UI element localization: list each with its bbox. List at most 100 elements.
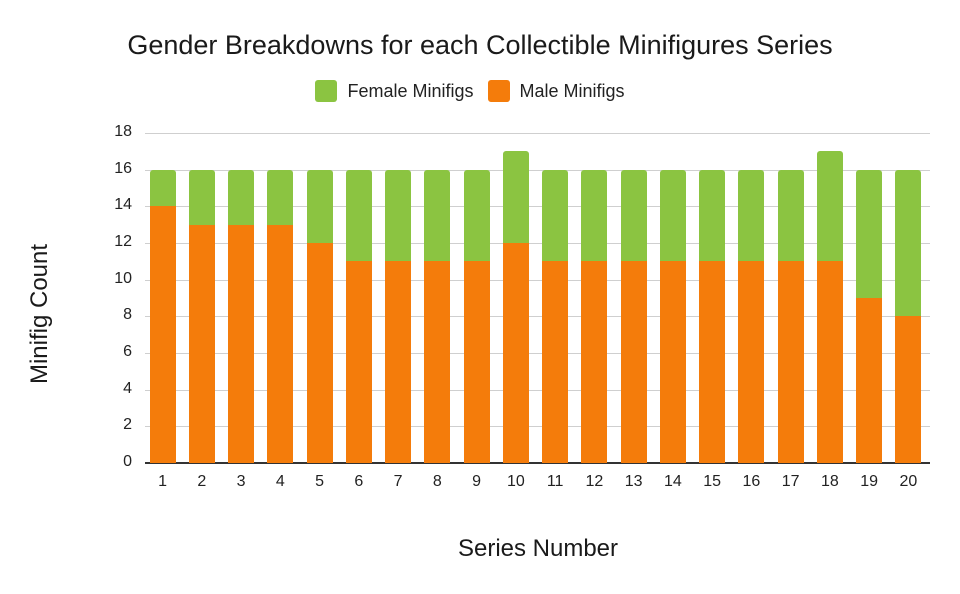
x-tick-label: 4: [275, 473, 285, 490]
bar-segment-male: [306, 243, 333, 463]
y-tick-label: 6: [123, 343, 132, 360]
legend: Female Minifigs Male Minifigs: [0, 80, 960, 102]
bar-series-10: [502, 151, 529, 463]
bar-series-17: [777, 169, 804, 463]
bar-segment-female: [267, 169, 294, 225]
bar-segment-male: [149, 206, 176, 463]
x-axis-label: Series Number: [457, 535, 619, 562]
gridline: [145, 243, 930, 244]
x-tick-label: 18: [820, 473, 839, 490]
bar-segment-male: [856, 298, 883, 463]
gridline: [145, 279, 930, 281]
bar-segment-female: [306, 169, 333, 243]
y-tick-label: 18: [114, 123, 132, 140]
bar-segment-female: [816, 151, 843, 262]
bar-segment-female: [149, 169, 176, 207]
bar-segment-male: [502, 243, 529, 463]
bar-series-15: [699, 169, 726, 463]
bar-series-14: [659, 169, 686, 463]
x-tick-label: 12: [585, 473, 604, 490]
bar-segment-male: [188, 224, 215, 463]
x-tick-label: 3: [236, 473, 246, 490]
bar-segment-female: [659, 169, 686, 262]
bar-segment-female: [228, 169, 255, 225]
bar-series-7: [385, 169, 412, 463]
bar-segment-female: [581, 169, 608, 262]
bar-segment-male: [463, 261, 490, 463]
x-tick-label: 17: [781, 473, 800, 490]
bar-segment-female: [502, 151, 529, 243]
x-tick-label: 11: [546, 473, 564, 490]
bar-segment-male: [345, 261, 372, 463]
bar-segment-male: [267, 224, 294, 463]
bar-segment-female: [385, 169, 412, 262]
bar-series-16: [738, 169, 765, 463]
y-tick-label: 4: [123, 379, 132, 397]
bar-series-13: [620, 169, 647, 463]
x-tick-label: 5: [315, 473, 325, 490]
bar-segment-male: [581, 261, 608, 463]
bar-segment-male: [424, 261, 451, 463]
y-tick-label: 16: [114, 159, 132, 177]
bar-segment-female: [463, 169, 490, 262]
x-tick-label: 2: [197, 473, 207, 490]
bar-segment-male: [620, 261, 647, 463]
bar-series-19: [856, 169, 883, 463]
x-tick-label: 16: [742, 473, 761, 490]
gridline: [145, 426, 930, 428]
female-swatch: [315, 80, 338, 102]
bar-segment-female: [856, 169, 883, 298]
bar-series-18: [816, 151, 843, 463]
bar-series-12: [581, 169, 608, 463]
x-tick-label: 15: [703, 473, 722, 490]
bar-segment-female: [188, 169, 215, 225]
legend-item-male: Male Minifigs: [487, 80, 625, 102]
bar-segment-male: [542, 261, 569, 463]
x-axis-line: [145, 462, 930, 464]
gridline: [145, 206, 930, 208]
bar-segment-female: [620, 169, 647, 262]
chart-title: Gender Breakdowns for each Collectible M…: [127, 30, 833, 60]
bar-segment-female: [699, 169, 726, 262]
x-tick-label: 7: [393, 473, 403, 490]
bar-series-3: [228, 169, 255, 463]
bar-segment-male: [385, 261, 412, 463]
bar-segment-female: [738, 169, 765, 262]
plot-area: 0 2 4 6 8 10 12 14 16 18 1 2 3 4 5 6 7 8 9 10 11 12 13 14 15 16 17…: [114, 123, 930, 490]
bar-series-1: [149, 169, 176, 463]
bar-series-2: [188, 169, 215, 463]
bar-segment-male: [699, 261, 726, 463]
bar-series-8: [424, 169, 451, 463]
bar-segment-female: [345, 169, 372, 262]
legend-item-female: Female Minifigs: [315, 80, 474, 102]
legend-label-male: Male Minifigs: [519, 80, 625, 101]
bar-series-5: [306, 169, 333, 463]
y-tick-label: 10: [114, 269, 132, 287]
x-tick-label: 1: [158, 473, 168, 490]
gridline: [145, 169, 930, 171]
legend-label-female: Female Minifigs: [347, 80, 474, 101]
gridline: [145, 133, 930, 134]
x-tick-label: 13: [624, 473, 643, 490]
bar-segment-male: [777, 261, 804, 463]
bar-segment-male: [816, 261, 843, 463]
y-tick-label: 8: [123, 306, 132, 324]
y-tick-label: 14: [114, 196, 132, 214]
y-tick-label: 12: [114, 233, 132, 250]
x-tick-label: 8: [432, 473, 442, 490]
bar-segment-male: [228, 224, 255, 463]
y-tick-label: 2: [123, 416, 132, 434]
gridline: [145, 353, 930, 354]
gridline: [145, 316, 930, 318]
x-tick-label: 14: [663, 473, 682, 490]
bar-segment-male: [659, 261, 686, 463]
bar-series-6: [345, 169, 372, 463]
x-tick-label: 20: [899, 473, 918, 490]
y-tick-label: 0: [123, 453, 132, 470]
bar-segment-male: [895, 316, 922, 463]
bar-segment-male: [738, 261, 765, 463]
bar-series-20: [895, 169, 922, 463]
bar-segment-female: [424, 169, 451, 262]
bar-series-9: [463, 169, 490, 463]
bar-series-11: [542, 169, 569, 463]
